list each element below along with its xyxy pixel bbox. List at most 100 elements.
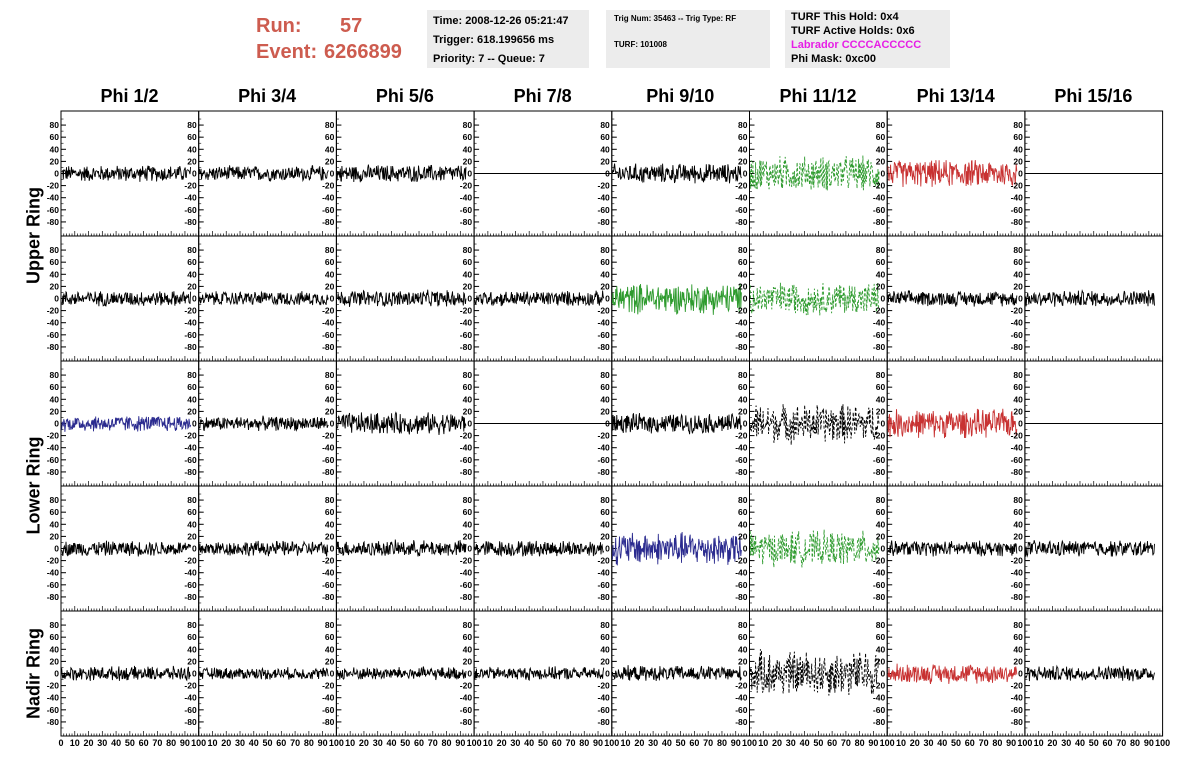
- y-tick-label: 40: [325, 394, 335, 404]
- y-tick-label: -60: [598, 580, 611, 590]
- x-tick-label: 30: [510, 738, 520, 748]
- y-tick-label: 80: [187, 620, 197, 630]
- y-tick-label: -60: [322, 330, 335, 340]
- y-tick-label: 40: [876, 644, 886, 654]
- y-tick-label: 60: [50, 507, 60, 517]
- x-tick-label: 80: [442, 738, 452, 748]
- waveform-trace: [887, 408, 1018, 439]
- y-tick-label: -20: [47, 181, 60, 191]
- y-tick-label: 80: [50, 495, 60, 505]
- x-tick-label: 90: [180, 738, 190, 748]
- y-tick-label: -80: [460, 217, 473, 227]
- y-tick-label: 20: [50, 281, 60, 291]
- y-tick-label: 20: [738, 281, 748, 291]
- y-tick-label: 60: [738, 132, 748, 142]
- y-tick-label: 20: [463, 531, 473, 541]
- y-tick-label: 20: [187, 656, 197, 666]
- y-tick-label: -40: [184, 568, 197, 578]
- waveform-trace: [612, 665, 742, 681]
- phi-header-2: Phi 3/4: [238, 86, 297, 106]
- panel-r2-c6: -80 -60 -40 -20 0 20 40 60 80: [735, 235, 888, 362]
- run-label: Run:: [256, 15, 302, 37]
- waveform-trace: [61, 165, 192, 182]
- y-tick-label: 40: [463, 269, 473, 279]
- x-tick-label: 10: [207, 738, 217, 748]
- panel-r3-c7: -80 -60 -40 -20 0 20 40 60 80: [873, 360, 1026, 487]
- y-tick-label: 60: [738, 507, 748, 517]
- y-tick-label: -20: [1011, 431, 1024, 441]
- y-tick-label: 0: [467, 419, 472, 429]
- waveform-trace: [749, 649, 880, 696]
- panel-frame: [60, 360, 200, 487]
- y-tick-label: 80: [187, 370, 197, 380]
- y-tick-label: 20: [463, 656, 473, 666]
- y-tick-label: -40: [47, 318, 60, 328]
- y-tick-label: -60: [1011, 455, 1024, 465]
- waveform-trace: [474, 290, 605, 307]
- y-tick-label: 80: [325, 245, 335, 255]
- y-tick-label: 60: [187, 382, 197, 392]
- y-tick-label: 80: [738, 495, 748, 505]
- y-tick-label: 0: [54, 169, 59, 179]
- panel-r2-c2: -80 -60 -40 -20 0 20 40 60 80: [184, 235, 337, 362]
- x-tick-label: 60: [552, 738, 562, 748]
- y-tick-label: 60: [738, 257, 748, 267]
- y-tick-label: 60: [50, 632, 60, 642]
- y-tick-label: -20: [47, 431, 60, 441]
- panel-r4-c3: -80 -60 -40 -20 0 20 40 60 80: [322, 485, 475, 612]
- x-tick-label: 50: [125, 738, 135, 748]
- x-tick-label: 40: [937, 738, 947, 748]
- x-tick-label: 60: [689, 738, 699, 748]
- y-tick-label: 80: [1013, 620, 1023, 630]
- phi-header-7: Phi 13/14: [916, 86, 995, 106]
- y-tick-label: -40: [1011, 193, 1024, 203]
- y-tick-label: -60: [598, 705, 611, 715]
- panel-r1-c1: -80 -60 -40 -20 0 20 40 60 80: [47, 110, 200, 237]
- y-tick-label: -20: [873, 431, 886, 441]
- y-tick-label: 60: [876, 507, 886, 517]
- y-tick-label: 60: [600, 507, 610, 517]
- y-tick-label: -40: [598, 568, 611, 578]
- x-tick-label: 40: [800, 738, 810, 748]
- y-tick-label: 80: [463, 495, 473, 505]
- x-tick-label: 70: [841, 738, 851, 748]
- y-tick-label: -80: [47, 717, 60, 727]
- waveform-trace: [61, 416, 192, 432]
- y-tick-label: -60: [1011, 205, 1024, 215]
- y-tick-label: -20: [460, 306, 473, 316]
- x-tick-label: 20: [84, 738, 94, 748]
- y-tick-label: -60: [735, 455, 748, 465]
- x-tick-label: 60: [827, 738, 837, 748]
- y-tick-label: 0: [743, 169, 748, 179]
- y-tick-label: -20: [1011, 306, 1024, 316]
- x-tick-label: 90: [318, 738, 328, 748]
- y-tick-label: 80: [876, 495, 886, 505]
- y-tick-label: 20: [738, 156, 748, 166]
- y-tick-label: 20: [325, 531, 335, 541]
- y-tick-label: 20: [50, 156, 60, 166]
- y-tick-label: -60: [873, 455, 886, 465]
- y-tick-label: -40: [1011, 693, 1024, 703]
- y-tick-label: 60: [187, 257, 197, 267]
- y-tick-label: -20: [735, 181, 748, 191]
- y-tick-label: -20: [873, 306, 886, 316]
- y-tick-label: 0: [880, 669, 885, 679]
- y-tick-label: 0: [605, 419, 610, 429]
- y-tick-label: 60: [325, 507, 335, 517]
- y-tick-label: 20: [50, 656, 60, 666]
- y-tick-label: 0: [54, 294, 59, 304]
- x-tick-label: 90: [868, 738, 878, 748]
- y-tick-label: 60: [325, 132, 335, 142]
- y-tick-label: 40: [187, 519, 197, 529]
- waveform-trace: [336, 666, 467, 681]
- panel-r4-c8: -80 -60 -40 -20 0 20 40 60 80: [1011, 485, 1164, 612]
- y-tick-label: 20: [1013, 406, 1023, 416]
- y-tick-label: -20: [460, 181, 473, 191]
- x-tick-label: 100: [742, 738, 757, 748]
- y-tick-label: 60: [50, 382, 60, 392]
- y-tick-label: 80: [325, 495, 335, 505]
- y-tick-label: 60: [876, 632, 886, 642]
- x-tick-label: 60: [276, 738, 286, 748]
